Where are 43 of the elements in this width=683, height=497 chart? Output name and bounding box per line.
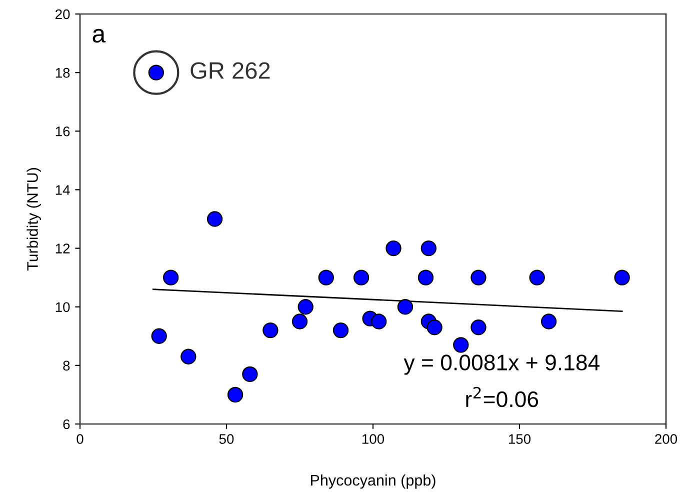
x-axis-title: Phycocyanin (ppb): [310, 474, 436, 489]
x-tick-label: 100: [362, 434, 384, 444]
point: [386, 240, 402, 256]
point: [453, 337, 469, 353]
point: [162, 270, 179, 286]
x-tick-label: 150: [508, 434, 531, 444]
point: [151, 328, 167, 344]
x-tick-label: 50: [219, 434, 234, 444]
point: [470, 320, 486, 336]
point: [298, 299, 314, 315]
point: [353, 270, 370, 286]
point: [529, 270, 545, 286]
y-tick-label: 16: [56, 126, 70, 136]
y-tick-label: 18: [56, 68, 70, 78]
x-tick-label: 200: [655, 434, 678, 444]
y-tick-label: 10: [56, 302, 70, 312]
y-tick-label: 14: [56, 185, 70, 195]
point: [332, 322, 349, 338]
y-tick-label: 20: [56, 9, 70, 20]
point: [262, 322, 278, 338]
point: [227, 386, 244, 403]
point: [540, 314, 557, 330]
annotation: GR 262: [190, 62, 270, 79]
annotation: a: [92, 28, 106, 43]
point: [397, 299, 414, 315]
point: [180, 348, 196, 364]
annotation: r$^{2}$=0.06: [466, 386, 538, 408]
point: [371, 314, 387, 330]
point: [318, 270, 334, 286]
point: [470, 270, 486, 286]
point: [426, 320, 442, 336]
point: [242, 366, 258, 382]
annotation: y = 0.0081x + 9.184: [404, 354, 600, 375]
point: [614, 270, 630, 286]
y-tick-label: 12: [56, 244, 70, 254]
y-axis-title: Turbidity (NTU): [26, 168, 41, 271]
point: [206, 211, 223, 227]
y-tick-label: 8: [63, 360, 70, 371]
point: [292, 314, 308, 330]
x-tick-label: 0: [76, 434, 84, 444]
y-tick-label: 6: [63, 419, 70, 430]
point: [420, 240, 437, 256]
point: [418, 270, 434, 286]
